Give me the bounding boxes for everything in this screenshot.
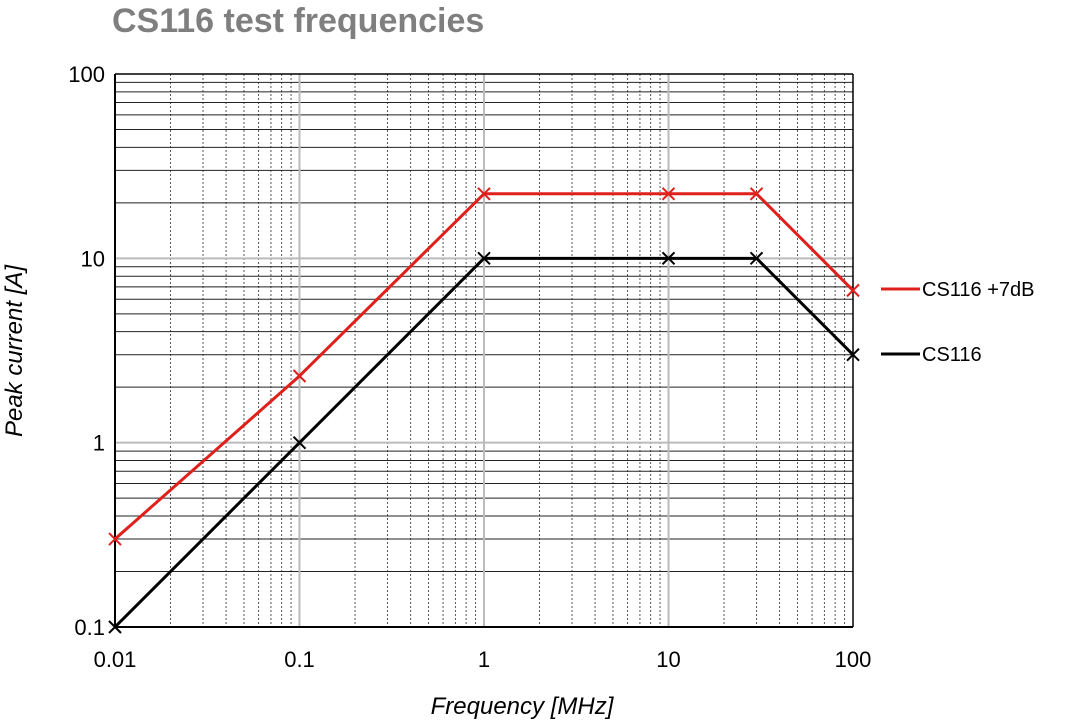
axes xyxy=(114,73,854,628)
legend-item: CS116 +7dB xyxy=(881,279,1035,301)
y-axis-label: Peak current [A] xyxy=(1,264,28,437)
marker-stroke xyxy=(846,348,860,362)
legend-item: CS116 xyxy=(881,344,982,366)
data-point-marker xyxy=(477,187,491,201)
data-point-marker xyxy=(661,251,676,266)
data-point-marker xyxy=(749,251,764,266)
marker-stroke xyxy=(661,251,676,266)
y-tick-label: 1 xyxy=(93,431,105,456)
marker-stroke xyxy=(108,532,122,546)
data-point-marker xyxy=(108,532,122,546)
data-point-marker xyxy=(108,620,122,634)
x-tick-label: 0.1 xyxy=(284,647,315,672)
marker-stroke xyxy=(477,187,491,201)
marker-stroke xyxy=(661,187,676,201)
data-point-marker xyxy=(749,187,764,201)
marker-stroke xyxy=(749,251,764,266)
legend-label: CS116 +7dB xyxy=(922,279,1035,301)
y-tick-label: 10 xyxy=(81,246,105,271)
x-axis-label: Frequency [MHz] xyxy=(431,693,615,720)
x-tick-label: 10 xyxy=(656,647,680,672)
marker-stroke xyxy=(292,435,307,450)
data-point-marker xyxy=(846,283,860,298)
legend-label: CS116 xyxy=(922,344,982,366)
data-point-marker xyxy=(292,369,307,383)
data-point-marker xyxy=(846,348,860,362)
y-tick-label: 100 xyxy=(68,62,105,87)
marker-stroke xyxy=(477,251,491,266)
y-tick-label: 0.1 xyxy=(74,615,105,640)
x-tick-label: 0.01 xyxy=(94,647,137,672)
marker-stroke xyxy=(846,283,860,298)
legend: CS116 +7dB CS116 xyxy=(881,279,1035,366)
series-line xyxy=(113,256,855,629)
marker-stroke xyxy=(749,187,764,201)
series-lines xyxy=(113,192,855,629)
series-line xyxy=(114,192,855,541)
y-tick-labels: 0.1 1 10 100 xyxy=(68,62,105,640)
marker-stroke xyxy=(108,620,122,634)
data-point-marker xyxy=(292,435,307,450)
x-tick-label: 1 xyxy=(478,647,490,672)
data-point-marker xyxy=(661,187,676,201)
x-tick-label: 100 xyxy=(835,647,872,672)
x-tick-labels: 0.01 0.1 1 10 100 xyxy=(94,647,872,672)
data-point-marker xyxy=(477,251,491,266)
marker-stroke xyxy=(292,369,307,383)
series-markers xyxy=(108,187,860,634)
chart-title: CS116 test frequencies xyxy=(112,2,485,40)
